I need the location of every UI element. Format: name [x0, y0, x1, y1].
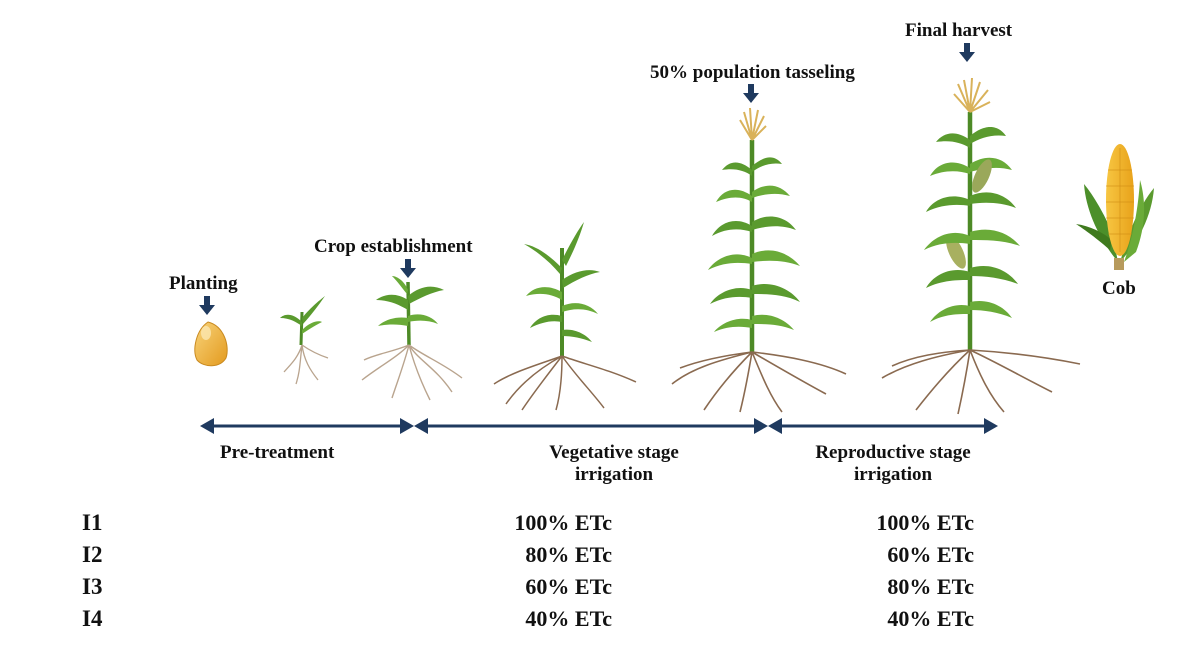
vegetative-stage-arrow: [414, 418, 768, 434]
reproductive-etc-value: 40% ETc: [887, 606, 974, 631]
tasseling-arrow-icon: [743, 84, 759, 103]
treatment-name: I2: [82, 542, 103, 567]
crop-establishment-arrow-icon: [400, 259, 416, 278]
pre-treatment-arrow: [200, 418, 414, 434]
vegetative-etc-value: 40% ETc: [525, 606, 612, 631]
reproductive-stage-label-line2: irrigation: [853, 464, 933, 485]
harvest-plant-icon: [881, 77, 1081, 415]
vegetative-etc-value: 60% ETc: [525, 574, 612, 599]
milestone-arrows: [199, 43, 975, 315]
reproductive-stage-label-line1: Reproductive stage: [815, 442, 971, 463]
reproductive-etc-value: 60% ETc: [887, 542, 974, 567]
reproductive-etc-value: 80% ETc: [887, 574, 974, 599]
vegetative-etc-value: 100% ETc: [514, 510, 612, 535]
vegetative-stage-label-line1: Vegetative stage: [549, 442, 679, 463]
vegetative-etc-value: 80% ETc: [525, 542, 612, 567]
vegetative-stage-label: Vegetative stage irrigation: [520, 442, 708, 486]
tasseling-plant-icon: [671, 107, 847, 413]
planting-arrow-icon: [199, 296, 215, 315]
crop-establishment-label: Crop establishment: [314, 236, 473, 257]
final-harvest-arrow-icon: [959, 43, 975, 62]
reproductive-stage-label: Reproductive stage irrigation: [796, 442, 990, 486]
treatment-name: I3: [82, 574, 103, 599]
planting-label: Planting: [169, 273, 238, 294]
cob-label: Cob: [1102, 278, 1136, 299]
tasseling-label: 50% population tasseling: [650, 62, 855, 83]
reproductive-stage-arrow: [768, 418, 998, 434]
seedling-icon: [280, 296, 329, 385]
final-harvest-label: Final harvest: [905, 20, 1013, 41]
pre-treatment-label: Pre-treatment: [220, 442, 335, 463]
seed-icon: [194, 321, 228, 367]
treatment-name: I1: [82, 510, 103, 535]
treatment-name: I4: [82, 606, 103, 631]
vegetative-plant-icon: [493, 222, 637, 411]
reproductive-etc-value: 100% ETc: [876, 510, 974, 535]
established-seedling-icon: [361, 276, 463, 401]
corn-cob-icon: [1076, 144, 1154, 270]
vegetative-stage-label-line2: irrigation: [574, 464, 654, 485]
